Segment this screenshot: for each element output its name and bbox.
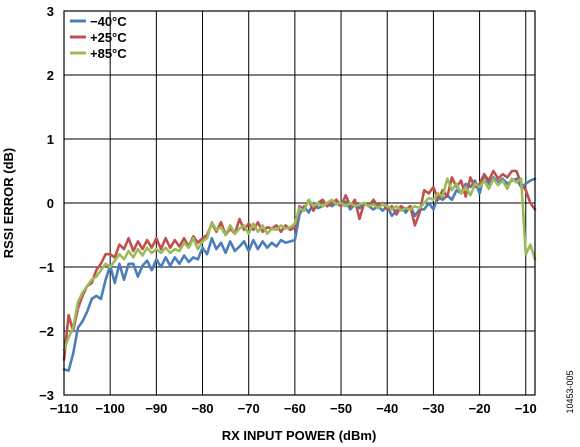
legend-label: −40°C [90,14,127,29]
y-axis-ticks: −3 −2 −1 0 1 2 3 [39,4,54,403]
y-tick-label: 1 [47,132,54,147]
y-tick-label: −2 [39,324,54,339]
x-tick-label: −100 [96,401,125,416]
chart-series [62,169,537,372]
y-tick-label: −3 [39,388,54,403]
x-axis-title: RX INPUT POWER (dBm) [222,428,377,443]
y-tick-label: 0 [47,196,54,211]
y-tick-label: −1 [39,260,54,275]
y-tick-label: 2 [47,68,54,83]
chart-legend: −40°C+25°C+85°C [70,14,127,61]
y-axis-title: RSSI ERROR (dB) [1,148,16,259]
chart-grid [63,10,535,396]
x-tick-label: −70 [238,401,260,416]
x-tick-label: −50 [330,401,352,416]
x-tick-label: −80 [191,401,213,416]
x-tick-label: −110 [50,401,79,416]
legend-label: +85°C [90,46,127,61]
x-tick-label: −30 [422,401,444,416]
series-line [62,169,537,362]
x-axis-ticks: −110 −100 −90 −80 −70 −60 −50 −40 −30 −20 −10 [50,401,537,416]
series-line [62,172,537,372]
figure-id: 10453-005 [565,370,575,413]
y-tick-label: 3 [47,4,54,19]
x-tick-label: −90 [145,401,167,416]
x-tick-label: −20 [469,401,491,416]
x-tick-label: −10 [515,401,537,416]
x-tick-label: −40 [376,401,398,416]
x-tick-label: −60 [284,401,306,416]
plot-area-frame [63,10,536,396]
legend-label: +25°C [90,30,127,45]
series-line [62,177,537,352]
